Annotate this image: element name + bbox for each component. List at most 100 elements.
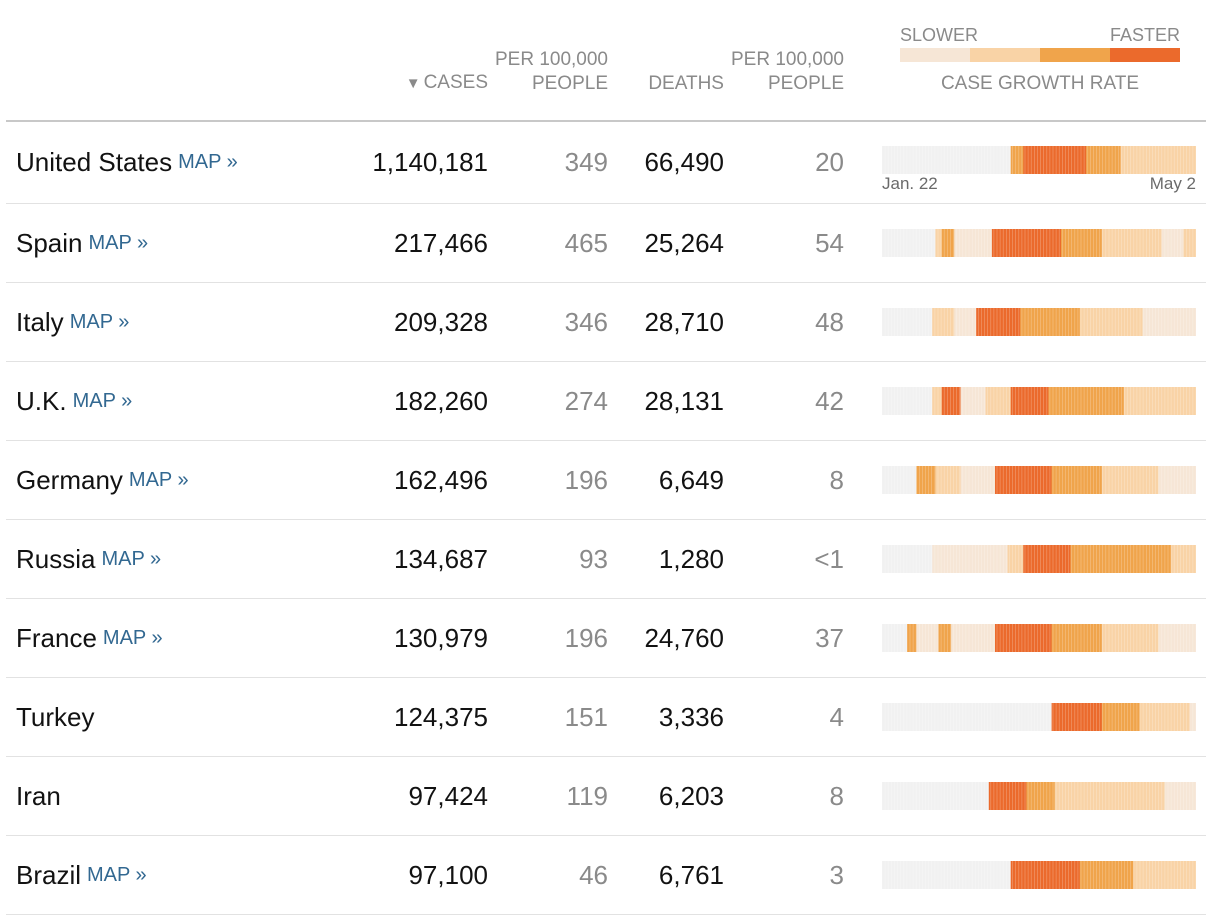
table-row: Germany MAP » 162,496 196 6,649 8 [6,441,1206,520]
growth-segment [882,782,990,810]
cases-per-100k-value: 151 [564,701,608,732]
legend-faster-label: FASTER [1109,25,1180,45]
growth-segment [954,229,993,257]
growth-segment [1183,229,1196,257]
growth-segment [1123,387,1196,415]
growth-segment [938,624,952,652]
cases-value: 97,424 [408,780,488,811]
growth-segment [1061,229,1103,257]
growth-segment [1051,624,1103,652]
deaths-value: 1,280 [658,543,724,574]
growth-segment [882,466,917,494]
cases-column-header[interactable]: ▼ CASES [288,71,488,96]
country-name: U.K. [16,385,67,416]
legend-swatch [900,48,970,62]
strip-start-date: Jan. 22 [882,174,938,193]
growth-segment [1164,782,1196,810]
growth-strip [882,229,1196,257]
country-name: Italy [16,306,64,337]
deaths-value: 28,710 [644,306,724,337]
growth-segment [1026,782,1056,810]
country-cell: U.K. MAP » [16,362,376,440]
deaths-per-100k-value: 48 [815,306,844,337]
deaths-value: 24,760 [644,622,724,653]
cases-per-100k-value: 274 [564,385,608,416]
growth-segment [1007,545,1024,573]
growth-segment [1086,146,1122,174]
growth-segment [1133,861,1196,889]
growth-segment [1139,703,1191,731]
growth-segment [1101,466,1159,494]
deaths-per-100k-value: 8 [829,780,844,811]
table-row: France MAP » 130,979 196 24,760 37 [6,599,1206,678]
deaths-per-100k-value: 3 [829,859,844,890]
map-link-united-states[interactable]: MAP » [178,151,238,173]
table-row: United States MAP » 1,140,181 349 66,490 20 Ja… [6,122,1206,204]
table-header: ▼ CASES PER 100,000 PEOPLE DEATHS PER 100… [0,0,1208,120]
map-link-germany[interactable]: MAP » [128,468,189,491]
growth-segment [1010,387,1049,415]
cases-per-100k-header[interactable]: PER 100,000 PEOPLE [494,49,608,94]
map-link-italy[interactable]: MAP » [69,310,130,333]
growth-strip-cell: Jan. 22 May 2 [882,122,1196,203]
deaths-per-100k-value: <1 [814,543,844,574]
table-row: Brazil MAP » 97,100 46 6,761 3 [6,836,1206,915]
country-name: Russia [16,543,96,574]
growth-segment [932,387,943,415]
country-table-body: United States MAP » 1,140,181 349 66,490 20 Ja… [6,122,1206,915]
map-link-france[interactable]: MAP » [102,626,163,649]
growth-segment [882,861,1012,889]
country-cell: Germany MAP » [16,441,376,519]
cases-value: 1,140,181 [372,147,488,177]
growth-segment [1023,545,1071,573]
growth-segment [916,624,939,652]
cases-per-100k-value: 196 [564,622,608,653]
table-row: Spain MAP » 217,466 465 25,264 54 [6,204,1206,283]
growth-segment [1051,466,1103,494]
cases-value: 124,375 [394,701,488,732]
growth-segment [995,624,1052,652]
deaths-per-100k-header[interactable]: PER 100,000 PEOPLE [730,49,844,94]
growth-segment [1070,545,1172,573]
growth-strip [882,308,1196,336]
country-cell: France MAP » [16,599,376,677]
cases-value: 209,328 [394,306,488,337]
map-link-u-k[interactable]: MAP » [72,389,133,412]
cases-per-100k-value: 196 [564,464,608,495]
growth-strip-cell [882,362,1196,440]
growth-segment [960,466,996,494]
growth-strip-cell [882,283,1196,361]
growth-segment [941,229,955,257]
country-cell: Iran [16,757,376,835]
deaths-column-header[interactable]: DEATHS [648,73,724,94]
legend-slower-label: SLOWER [900,25,979,45]
growth-strip-cell [882,678,1196,756]
growth-segment [1170,545,1196,573]
growth-segment [1189,703,1196,731]
cases-value: 217,466 [394,227,488,258]
cases-per-100k-value: 46 [579,859,608,890]
growth-segment [1020,308,1081,336]
table-row: Italy MAP » 209,328 346 28,710 48 [6,283,1206,362]
map-link-brazil[interactable]: MAP » [87,863,147,886]
growth-segment [882,624,908,652]
cases-per-100k-value: 119 [566,780,608,811]
growth-segment [935,466,961,494]
cases-value: 97,100 [408,859,488,890]
growth-segment [882,146,1012,174]
deaths-value: 28,131 [644,385,724,416]
growth-segment [1010,146,1024,174]
growth-segment [1010,861,1081,889]
deaths-value: 6,203 [658,780,724,811]
growth-segment [988,782,1027,810]
growth-segment [882,387,933,415]
legend-title: CASE GROWTH RATE [940,73,1140,94]
deaths-per-100k-value: 42 [815,385,844,416]
map-link-russia[interactable]: MAP » [101,547,162,570]
deaths-per-100k-value: 37 [815,622,844,653]
cases-per-100k-value: 349 [564,147,608,177]
growth-strip [882,861,1196,889]
growth-segment [1158,466,1196,494]
map-link-spain[interactable]: MAP » [88,231,149,254]
growth-segment [935,229,943,257]
